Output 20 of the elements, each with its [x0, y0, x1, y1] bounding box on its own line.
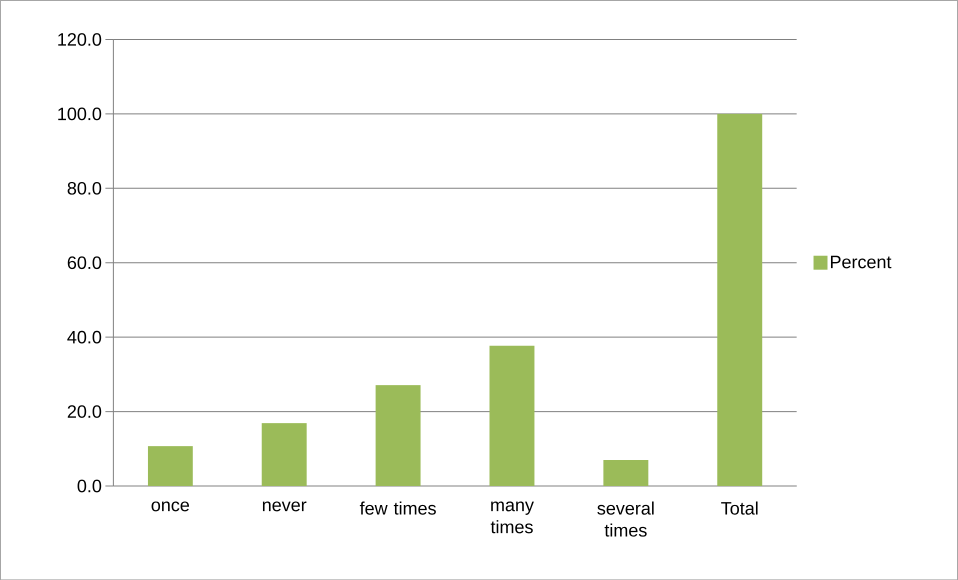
- bar: [376, 384, 421, 486]
- x-tick-label: several times: [597, 501, 654, 536]
- y-tick-label: 120.0: [58, 32, 102, 46]
- bar: [489, 346, 534, 486]
- bar: [717, 114, 762, 486]
- legend-label: Percent: [830, 256, 892, 268]
- y-tick-label: 0.0: [78, 479, 102, 492]
- bar: [603, 460, 648, 486]
- x-tick-label: never: [262, 501, 306, 512]
- x-tick-label: few times: [360, 501, 436, 515]
- y-tick-label: 100.0: [58, 107, 102, 120]
- bar: [262, 422, 307, 486]
- y-tick-label: 20.0: [68, 405, 102, 418]
- y-tick-label: 80.0: [68, 182, 102, 194]
- bar: [148, 446, 193, 486]
- x-tick-label: Total: [721, 501, 758, 515]
- x-tick-label: many times: [490, 501, 534, 534]
- y-tick-label: 40.0: [67, 330, 102, 344]
- x-tick-label: once: [152, 501, 190, 512]
- y-tick-label: 60.0: [68, 256, 102, 269]
